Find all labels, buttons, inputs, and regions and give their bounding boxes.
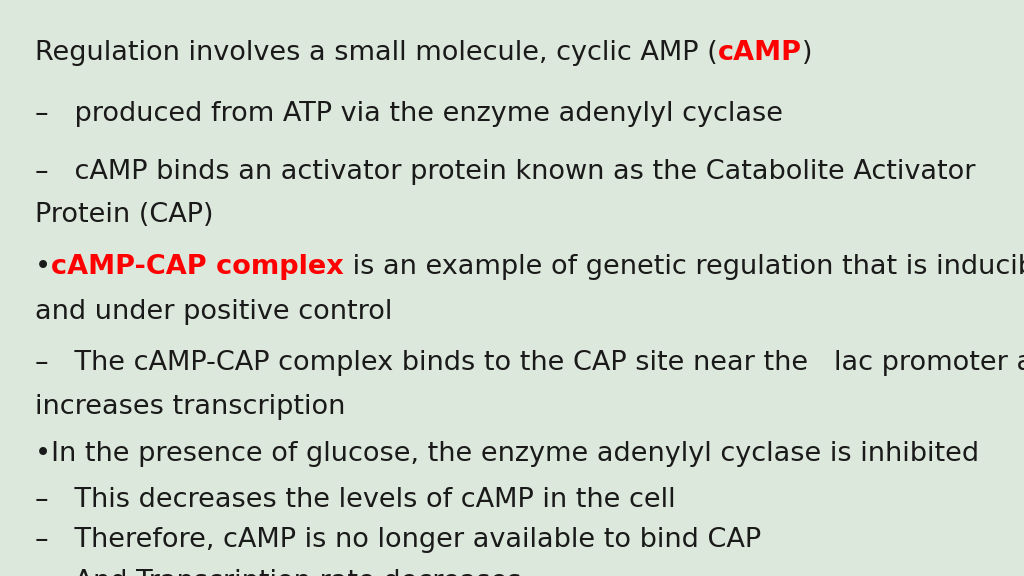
Text: –   cAMP binds an activator protein known as the Catabolite Activator: – cAMP binds an activator protein known … xyxy=(35,158,975,184)
Text: cAMP-CAP complex: cAMP-CAP complex xyxy=(51,253,344,279)
Text: and under positive control: and under positive control xyxy=(35,298,392,324)
Text: –   Therefore, cAMP is no longer available to bind CAP: – Therefore, cAMP is no longer available… xyxy=(35,527,761,553)
Text: –   This decreases the levels of cAMP in the cell: – This decreases the levels of cAMP in t… xyxy=(35,487,676,513)
Text: •: • xyxy=(35,253,51,279)
Text: increases transcription: increases transcription xyxy=(35,393,345,419)
Text: Protein (CAP): Protein (CAP) xyxy=(35,202,213,228)
Text: cAMP: cAMP xyxy=(718,40,802,66)
Text: •In the presence of glucose, the enzyme adenylyl cyclase is inhibited: •In the presence of glucose, the enzyme … xyxy=(35,441,979,467)
Text: ): ) xyxy=(802,40,812,66)
Text: Regulation involves a small molecule, cyclic AMP (: Regulation involves a small molecule, cy… xyxy=(35,40,718,66)
Text: –   And Transcription rate decreases: – And Transcription rate decreases xyxy=(35,569,521,576)
Text: –   The cAMP-CAP complex binds to the CAP site near the   lac promoter and: – The cAMP-CAP complex binds to the CAP … xyxy=(35,350,1024,376)
Text: is an example of genetic regulation that is inducible: is an example of genetic regulation that… xyxy=(344,253,1024,279)
Text: –   produced from ATP via the enzyme adenylyl cyclase: – produced from ATP via the enzyme adeny… xyxy=(35,101,782,127)
